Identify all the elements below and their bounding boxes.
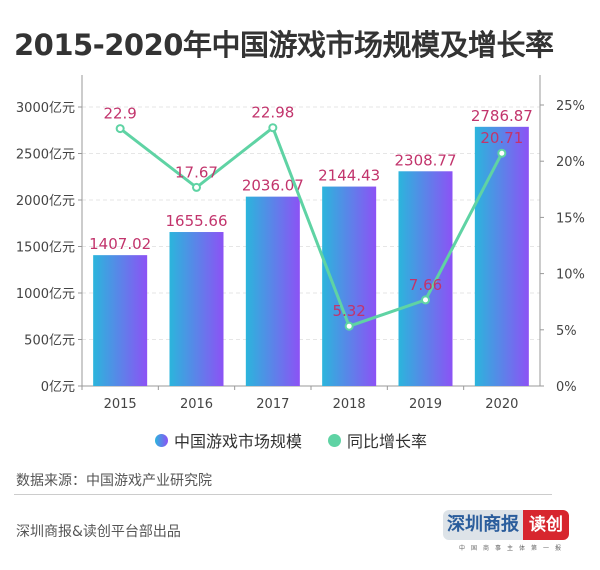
left-axis-label: 3000亿元 bbox=[16, 101, 75, 116]
bar bbox=[169, 232, 224, 386]
bar-value-label: 2144.43 bbox=[318, 167, 380, 185]
bar bbox=[474, 126, 529, 386]
right-axis-label: 20% bbox=[556, 155, 585, 170]
bar-value-label: 2308.77 bbox=[394, 151, 456, 169]
growth-rate-point bbox=[192, 182, 201, 192]
growth-rate-label: 20.71 bbox=[480, 129, 523, 147]
bar bbox=[93, 255, 148, 386]
logo-badge-text: 读创 bbox=[523, 510, 569, 540]
growth-rate-point bbox=[421, 295, 430, 305]
legend-label: 中国游戏市场规模 bbox=[174, 432, 303, 451]
growth-rate-point bbox=[497, 148, 507, 158]
growth-rate-label: 22.9 bbox=[103, 105, 136, 123]
right-axis-label: 5% bbox=[556, 324, 577, 339]
footer-credit: 深圳商报&读创平台部出品 bbox=[16, 524, 181, 540]
left-axis-label: 2000亿元 bbox=[16, 194, 75, 209]
legend-item-growth-rate[interactable]: 同比增长率 bbox=[328, 428, 427, 452]
publisher-logo: 深圳商报 读创 中国商事主体第一报 bbox=[443, 510, 583, 552]
left-axis-label: 2500亿元 bbox=[16, 148, 75, 163]
legend-item-market-size[interactable]: 中国游戏市场规模 bbox=[155, 428, 302, 452]
x-axis-label: 2019 bbox=[409, 397, 442, 412]
left-axis-label: 1500亿元 bbox=[16, 241, 75, 256]
legend-line-swatch bbox=[328, 433, 342, 447]
logo-subtitle: 中国商事主体第一报 bbox=[458, 545, 567, 552]
legend-label: 同比增长率 bbox=[347, 432, 428, 451]
bar-value-label: 1655.66 bbox=[165, 212, 227, 230]
data-source: 数据来源：中国游戏产业研究院 bbox=[16, 473, 212, 489]
divider bbox=[14, 494, 552, 495]
x-axis-label: 2016 bbox=[180, 397, 213, 412]
legend: 中国游戏市场规模 同比增长率 bbox=[155, 428, 427, 452]
x-axis-label: 2020 bbox=[485, 397, 518, 412]
right-axis-label: 0% bbox=[556, 380, 577, 395]
legend-bar-swatch bbox=[155, 433, 168, 447]
bar-value-label: 2786.87 bbox=[471, 107, 533, 125]
growth-rate-label: 17.67 bbox=[175, 163, 218, 181]
x-axis-label: 2015 bbox=[104, 397, 137, 412]
growth-rate-point bbox=[344, 321, 354, 331]
left-axis-label: 0亿元 bbox=[41, 380, 75, 395]
right-axis-label: 15% bbox=[556, 211, 585, 226]
x-axis-label: 2017 bbox=[256, 397, 289, 412]
right-axis-label: 10% bbox=[556, 268, 585, 283]
bar bbox=[245, 196, 300, 386]
x-axis-label: 2018 bbox=[333, 397, 366, 412]
right-axis-label: 25% bbox=[556, 99, 585, 114]
growth-rate-point bbox=[115, 124, 125, 134]
growth-rate-label: 5.32 bbox=[332, 302, 365, 320]
bar bbox=[398, 171, 453, 386]
chart-plot: 0亿元 500亿元 1000亿元 1500亿元 2000亿元 2500亿元 3000亿元 0%… bbox=[16, 75, 585, 412]
left-axis-label: 1000亿元 bbox=[16, 287, 75, 302]
growth-rate-line bbox=[119, 125, 504, 329]
logo-main-text: 深圳商报 bbox=[443, 510, 523, 540]
chart-title: 2015-2020年中国游戏市场规模及增长率 bbox=[14, 28, 554, 62]
bar bbox=[322, 186, 377, 386]
growth-rate-label: 7.66 bbox=[409, 276, 442, 294]
growth-rate-point bbox=[268, 123, 278, 133]
growth-rate-label: 22.98 bbox=[251, 104, 294, 122]
bar-value-label: 2036.07 bbox=[242, 177, 304, 195]
bar-value-label: 1407.02 bbox=[89, 235, 151, 253]
left-axis-label: 500亿元 bbox=[24, 334, 75, 349]
